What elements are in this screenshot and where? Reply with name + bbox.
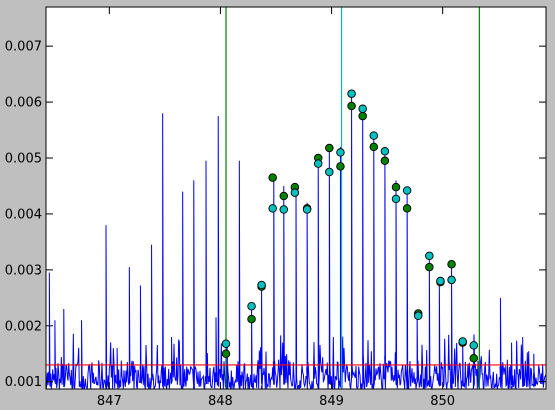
- y-tick-label: 0.005: [5, 152, 42, 167]
- data-point: [221, 339, 231, 348]
- x-tick-label: 850: [430, 394, 455, 409]
- data-point: [221, 349, 231, 359]
- data-point: [358, 111, 367, 121]
- y-tick-label: 0.003: [5, 263, 42, 278]
- data-point: [336, 162, 345, 171]
- data-point: [268, 204, 277, 213]
- data-point: [268, 173, 277, 182]
- data-point: [358, 104, 367, 114]
- data-point: [325, 143, 334, 153]
- data-point: [279, 191, 289, 201]
- data-point: [436, 276, 445, 286]
- data-point: [347, 101, 356, 111]
- data-point: [347, 89, 356, 98]
- data-point: [380, 156, 390, 166]
- data-point: [447, 275, 456, 285]
- plot-frame: [45, 6, 547, 390]
- y-tick-label: 0.004: [5, 207, 42, 222]
- x-tick-label: 847: [97, 394, 122, 409]
- plot-layer: [46, 7, 546, 389]
- data-point: [302, 205, 312, 214]
- data-point: [413, 311, 423, 320]
- data-point: [391, 182, 401, 192]
- data-point: [425, 251, 434, 261]
- data-point: [313, 159, 323, 168]
- data-point: [247, 314, 256, 324]
- data-point: [402, 186, 412, 195]
- y-tick-label: 0.002: [5, 319, 42, 334]
- data-point: [402, 204, 412, 213]
- x-tick-label: 848: [208, 394, 233, 409]
- data-point: [447, 260, 456, 269]
- data-point: [369, 131, 379, 140]
- marker-series-2: [221, 89, 479, 350]
- data-point: [290, 188, 300, 197]
- data-point: [425, 262, 434, 272]
- y-tick-label: 0.006: [5, 96, 42, 111]
- data-point: [279, 205, 289, 214]
- data-point: [469, 341, 479, 350]
- axes-layer: 847 848 849 850 0.001 0.002 0.003 0.004 0.005 0.0…: [5, 6, 547, 409]
- data-point: [336, 148, 345, 157]
- data-point: [458, 337, 467, 346]
- data-point: [469, 353, 479, 363]
- y-tick-label: 0.001: [5, 375, 42, 390]
- x-tick-label: 849: [319, 394, 344, 409]
- data-point: [369, 142, 379, 152]
- data-point: [391, 194, 401, 204]
- data-point: [380, 147, 390, 156]
- y-tick-label: 0.007: [5, 40, 42, 55]
- data-point: [325, 167, 334, 177]
- data-point: [257, 280, 266, 290]
- data-point: [247, 301, 256, 311]
